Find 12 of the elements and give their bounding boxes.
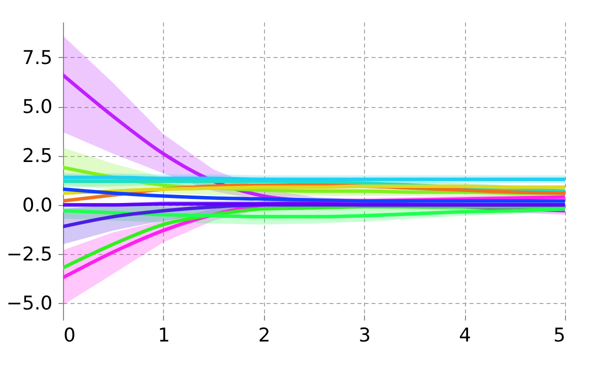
y-tick-label: 5.0: [22, 96, 52, 118]
x-tick-label: 1: [158, 324, 170, 346]
y-tick-label: −5.0: [6, 292, 52, 315]
x-tick-label: 0: [64, 324, 76, 346]
y-tick-label: 2.5: [22, 145, 52, 168]
y-tick-label: −2.5: [6, 244, 52, 266]
y-tick-label: 0.0: [22, 194, 52, 216]
y-tick-label: 7.5: [22, 46, 52, 69]
x-tick-label: 5: [553, 324, 566, 346]
x-tick-label: 2: [258, 324, 270, 346]
x-tick-label: 3: [358, 324, 371, 346]
x-tick-label: 4: [459, 324, 472, 346]
